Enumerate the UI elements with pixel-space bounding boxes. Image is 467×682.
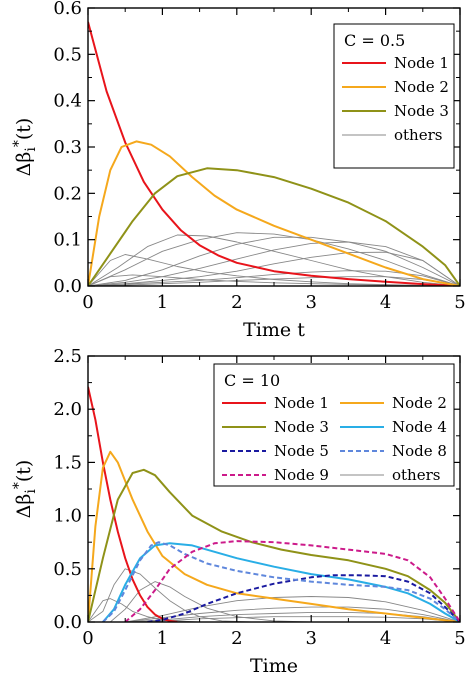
- series-line-others-6: [88, 251, 460, 286]
- legend-label: Node 1: [274, 394, 329, 412]
- x-tick-label: 4: [380, 292, 391, 313]
- legend-label: Node 2: [394, 78, 449, 96]
- y-tick-label: 2.5: [53, 346, 82, 367]
- y-axis-label: Δβi*(t): [11, 460, 39, 519]
- series-line-others-7: [88, 270, 460, 286]
- series-line-others-4: [125, 596, 460, 622]
- x-tick-label: 2: [231, 292, 242, 313]
- legend-label: others: [392, 466, 440, 484]
- x-axis-label: Time t: [243, 319, 305, 341]
- x-tick-label: 3: [305, 292, 316, 313]
- series-line-others-2: [88, 598, 237, 622]
- legend: C = 10 Node 1 Node 2 Node 3 Node 4 Node 5 Node…: [213, 363, 455, 487]
- y-tick-label: 0.4: [53, 91, 82, 112]
- legend-label: Node 4: [392, 418, 447, 436]
- x-tick-label: 1: [157, 292, 168, 313]
- x-tick-label: 5: [454, 628, 465, 649]
- x-axis-label: Time: [250, 655, 298, 677]
- legend-label: Node 3: [274, 418, 329, 436]
- y-tick-label: 0.6: [53, 0, 82, 19]
- y-tick-label: 1.5: [53, 452, 82, 473]
- y-tick-label: 0.1: [53, 230, 82, 251]
- series-line-others-3: [88, 232, 460, 286]
- x-tick-label: 4: [380, 628, 391, 649]
- series-line-node-4: [102, 542, 460, 622]
- legend-label: others: [394, 126, 442, 144]
- y-tick-label: 0.0: [53, 612, 82, 633]
- x-tick-label: 1: [157, 628, 168, 649]
- legend-label: Node 8: [392, 442, 447, 460]
- y-axis-label: Δβi*(t): [11, 118, 39, 177]
- series-line-node-8: [102, 541, 460, 622]
- x-tick-label: 0: [82, 292, 93, 313]
- x-tick-label: 2: [231, 628, 242, 649]
- series-line-others-7: [125, 616, 460, 622]
- x-tick-label: 3: [305, 628, 316, 649]
- series-line-node-5: [147, 574, 460, 622]
- legend-label: Node 9: [274, 466, 329, 484]
- series-line-others: [88, 568, 252, 622]
- y-tick-label: 0.5: [53, 559, 82, 580]
- legend-box: [213, 363, 455, 487]
- series-line-node-3: [88, 468, 460, 622]
- legend: C = 0.5 Node 1 Node 2 Node 3 others: [333, 23, 455, 169]
- series-line-node-9: [124, 540, 460, 622]
- series-line-node-2: [88, 450, 460, 622]
- legend-label: Node 2: [392, 394, 447, 412]
- y-tick-label: 0.0: [53, 276, 82, 297]
- series-line-node-1: [88, 21, 460, 286]
- chart-panel-1: 0 1 2 3 4 5 0.0 0.1 0.2 0.3 0.4 0.5 0.6 Time t Δβi*(t)…: [11, 0, 466, 341]
- legend-title: C = 0.5: [344, 31, 405, 50]
- legend-label: Node 3: [394, 102, 449, 120]
- series-line-others-4: [88, 236, 460, 286]
- y-tick-label: 0.2: [53, 183, 82, 204]
- y-tick-label: 0.5: [53, 44, 82, 65]
- y-tick-label: 2.0: [53, 399, 82, 420]
- chart-panel-2: 0 1 2 3 4 5 0.0 0.5 1.0 1.5 2.0 2.5 Time Δβi*(t) C = 1…: [11, 346, 466, 677]
- series-line-node-3: [88, 167, 460, 286]
- series-line-others-5: [88, 241, 460, 286]
- series-line-others-3: [110, 581, 312, 622]
- x-tick-label: 5: [454, 292, 465, 313]
- series-line-others-2: [88, 234, 460, 286]
- y-tick-label: 0.3: [53, 137, 82, 158]
- series-line-node-2: [88, 140, 460, 286]
- series-line-node-1: [88, 386, 178, 622]
- x-tick-label: 0: [82, 628, 93, 649]
- y-tick-label: 1.0: [53, 506, 82, 527]
- legend-label: Node 5: [274, 442, 329, 460]
- legend-title: C = 10: [224, 371, 280, 390]
- legend-box: [333, 23, 455, 169]
- legend-label: Node 1: [394, 54, 449, 72]
